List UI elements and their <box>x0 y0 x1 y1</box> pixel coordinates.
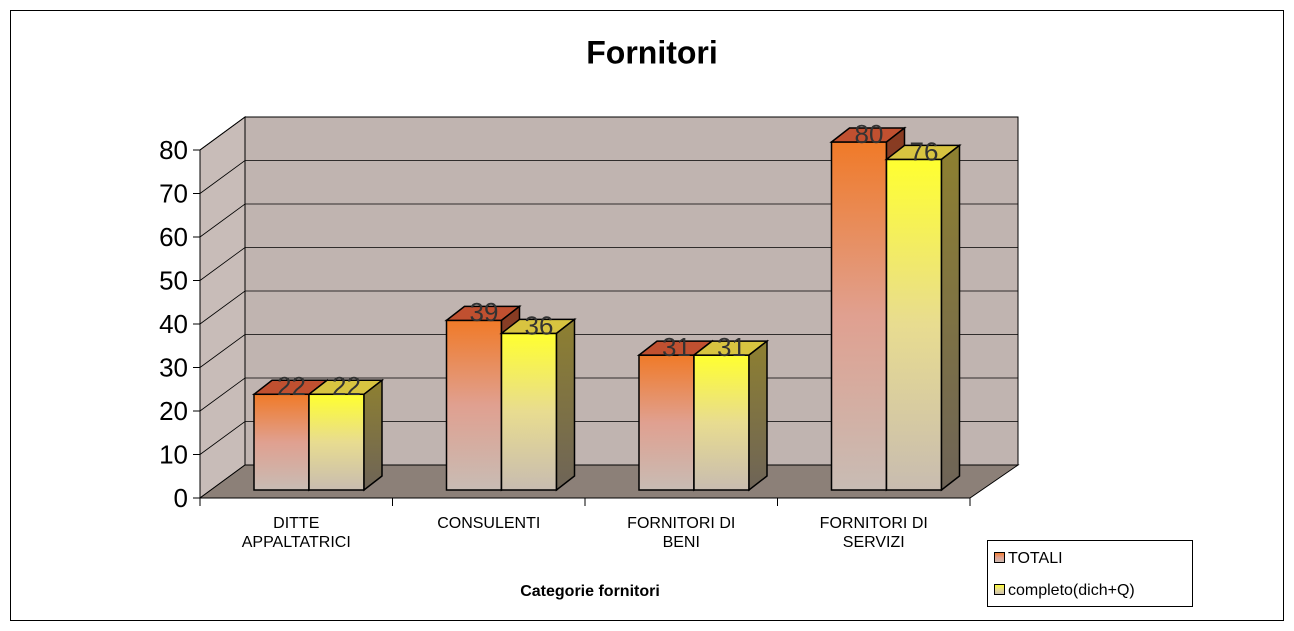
bar-front <box>693 354 750 491</box>
bar-front <box>638 354 695 491</box>
y-tick-label: 40 <box>159 309 188 339</box>
legend-label: TOTALI <box>1008 550 1063 567</box>
y-tick-label: 30 <box>159 352 188 382</box>
legend-swatch <box>994 552 1005 563</box>
grid-line <box>199 116 1018 151</box>
bar-front <box>308 393 365 491</box>
legend-label: completo(dich+Q) <box>1008 582 1135 599</box>
y-tick-label: 60 <box>159 222 188 252</box>
value-label: 76 <box>910 136 939 166</box>
chart-title: Fornitori <box>586 34 718 70</box>
bar <box>884 143 962 492</box>
x-tick-label: DITTE APPALTATRICI <box>241 515 351 551</box>
bar-front <box>500 332 558 491</box>
bar-front <box>885 158 943 491</box>
y-tick-label: 70 <box>159 178 188 208</box>
bar <box>499 317 577 492</box>
y-tick-label: 50 <box>159 265 188 295</box>
grid-line <box>199 290 1018 325</box>
value-label: 22 <box>332 371 361 401</box>
value-label: 31 <box>662 332 691 362</box>
bar <box>691 339 770 492</box>
grid-line <box>199 203 1018 238</box>
bar-side <box>940 143 961 492</box>
bar-front <box>253 393 310 491</box>
legend-swatch <box>994 584 1005 595</box>
value-label: 80 <box>855 119 884 149</box>
grid-line <box>199 334 1018 368</box>
y-tick-label: 80 <box>159 135 188 165</box>
y-tick-label: 20 <box>159 396 188 426</box>
value-label: 31 <box>717 332 746 362</box>
bar-front <box>830 141 888 491</box>
value-label: 22 <box>277 371 306 401</box>
value-label: 39 <box>470 297 499 327</box>
bar-front <box>445 319 503 491</box>
bar-side <box>555 317 576 492</box>
grid-line <box>199 160 1018 194</box>
x-tick-label: CONSULENTI <box>437 515 541 532</box>
bar <box>306 378 385 492</box>
legend <box>987 540 1193 607</box>
grid-line <box>199 247 1018 281</box>
x-axis-title: Categorie fornitori <box>520 583 660 600</box>
y-tick-label: 0 <box>174 483 188 513</box>
y-tick-label: 10 <box>159 439 188 469</box>
x-tick-label: FORNITORI DI BENI <box>627 515 736 551</box>
value-label: 36 <box>525 310 554 340</box>
x-tick-label: FORNITORI DI SERVIZI <box>819 515 928 551</box>
bar-side <box>748 339 768 492</box>
bar-side <box>363 378 383 492</box>
